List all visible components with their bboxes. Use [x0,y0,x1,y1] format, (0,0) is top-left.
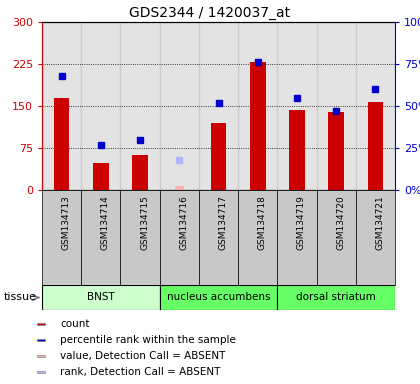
Bar [121,190,160,285]
Text: GSM134714: GSM134714 [101,195,110,250]
Bar [160,285,277,310]
Bar [277,190,317,285]
Bar [356,22,395,190]
Text: dorsal striatum: dorsal striatum [296,293,376,303]
Bar [175,185,184,190]
Bar [37,371,45,373]
Bar [199,22,238,190]
Bar [160,22,199,190]
Bar [328,112,344,190]
Text: percentile rank within the sample: percentile rank within the sample [60,335,236,345]
Bar [81,22,121,190]
Text: rank, Detection Call = ABSENT: rank, Detection Call = ABSENT [60,367,220,377]
Text: GSM134718: GSM134718 [258,195,267,250]
Text: GSM134715: GSM134715 [140,195,149,250]
Text: BNST: BNST [87,293,115,303]
Text: count: count [60,319,89,329]
Text: value, Detection Call = ABSENT: value, Detection Call = ABSENT [60,351,226,361]
Bar [132,155,148,190]
Bar [42,285,160,310]
Bar [317,190,356,285]
Bar [277,285,395,310]
Bar [81,190,121,285]
Bar [277,22,317,190]
Text: nucleus accumbens: nucleus accumbens [167,293,270,303]
Bar [37,339,45,341]
Bar [238,190,277,285]
Bar [54,98,69,190]
Text: GSM134716: GSM134716 [179,195,188,250]
Bar [250,62,265,190]
Bar [368,101,383,190]
Bar [199,190,238,285]
Bar [93,163,109,190]
Bar [211,123,226,190]
Bar [42,22,81,190]
Bar [160,190,199,285]
Bar [37,355,45,357]
Bar [37,323,45,325]
Text: GSM134721: GSM134721 [375,195,384,250]
Text: GSM134719: GSM134719 [297,195,306,250]
Text: tissue: tissue [4,293,37,303]
Text: GSM134717: GSM134717 [218,195,228,250]
Bar [289,110,305,190]
Text: GSM134713: GSM134713 [62,195,71,250]
Bar [121,22,160,190]
Bar [238,22,277,190]
Bar [356,190,395,285]
Bar [42,190,81,285]
Bar [317,22,356,190]
Text: GSM134720: GSM134720 [336,195,345,250]
Text: GDS2344 / 1420037_at: GDS2344 / 1420037_at [129,6,291,20]
